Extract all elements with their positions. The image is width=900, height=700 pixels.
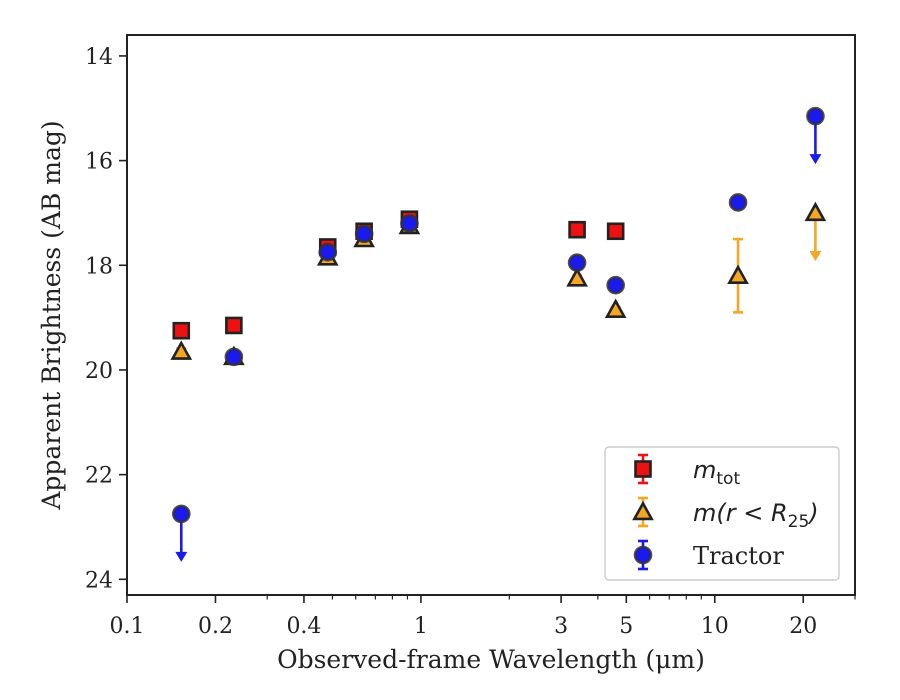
marker-circle bbox=[400, 214, 419, 233]
data-point bbox=[727, 237, 749, 314]
data-point bbox=[568, 220, 586, 239]
data-point bbox=[566, 267, 588, 287]
marker-square bbox=[606, 222, 625, 241]
marker-square bbox=[568, 220, 586, 239]
marker-triangle bbox=[632, 500, 654, 521]
marker-circle bbox=[567, 253, 587, 272]
marker-triangle bbox=[804, 201, 827, 222]
marker-circle bbox=[224, 347, 244, 367]
x-tick-label: 0.4 bbox=[286, 614, 321, 639]
data-point bbox=[400, 214, 419, 233]
data-point bbox=[224, 347, 244, 367]
series-square bbox=[172, 210, 625, 340]
marker-triangle bbox=[604, 298, 627, 318]
data-point bbox=[728, 193, 748, 212]
data-point bbox=[225, 316, 243, 335]
x-tick-label: 10 bbox=[701, 614, 729, 639]
x-tick-label: 20 bbox=[789, 614, 817, 639]
data-point bbox=[606, 222, 625, 241]
legend-entry: m(r < R25) bbox=[632, 496, 819, 532]
x-tick-label: 3 bbox=[554, 614, 568, 639]
upper-limit-head bbox=[809, 250, 822, 261]
y-tick-label: 24 bbox=[85, 568, 113, 593]
marker-circle bbox=[318, 242, 338, 262]
y-tick-label: 14 bbox=[85, 45, 113, 70]
marker-circle bbox=[171, 504, 191, 524]
legend: mtot m(r < R25) Tractor bbox=[604, 446, 840, 581]
axes: 0.1 0.2 0.4 1 3 5 10 20 14 16 18 20 22 24 bbox=[85, 34, 856, 639]
legend-entry: mtot bbox=[634, 453, 740, 489]
marker-circle bbox=[633, 545, 653, 565]
data-point bbox=[172, 321, 191, 340]
x-tick-label: 0.1 bbox=[110, 614, 145, 639]
data-point bbox=[606, 275, 625, 295]
x-axis-label: Observed-frame Wavelength (μm) bbox=[277, 645, 705, 674]
marker-circle bbox=[806, 106, 825, 126]
plot-area bbox=[170, 106, 827, 562]
data-point bbox=[354, 224, 374, 244]
marker-circle bbox=[606, 275, 625, 295]
upper-limit-head bbox=[809, 154, 822, 165]
y-tick-label: 18 bbox=[85, 254, 113, 279]
marker-triangle bbox=[170, 340, 193, 360]
data-point bbox=[567, 253, 587, 272]
legend-label: m(r < R25) bbox=[693, 499, 819, 532]
x-tick-label: 0.2 bbox=[198, 614, 233, 639]
y-tick-label: 22 bbox=[85, 464, 113, 489]
marker-circle bbox=[728, 193, 748, 212]
axes-frame bbox=[126, 34, 856, 596]
marker-triangle bbox=[727, 264, 749, 284]
legend-label: Tractor bbox=[693, 542, 784, 570]
x-tick-label: 5 bbox=[619, 614, 633, 639]
x-tick-label: 1 bbox=[414, 614, 428, 639]
series-circle bbox=[171, 106, 825, 562]
upper-limit-head bbox=[175, 551, 188, 562]
legend-entry: Tractor bbox=[633, 539, 784, 571]
marker-square bbox=[634, 460, 652, 478]
data-point bbox=[171, 504, 191, 562]
y-tick-label: 16 bbox=[85, 150, 113, 175]
data-point bbox=[806, 106, 825, 165]
marker-square bbox=[225, 316, 243, 335]
marker-triangle bbox=[566, 267, 588, 287]
data-point bbox=[804, 201, 827, 261]
marker-circle bbox=[354, 224, 374, 244]
y-axis-label: Apparent Brightness (AB mag) bbox=[37, 120, 66, 510]
legend-frame bbox=[604, 446, 840, 581]
series-triangle bbox=[170, 201, 827, 366]
legend-label: mtot bbox=[693, 456, 740, 489]
data-point bbox=[318, 242, 338, 262]
y-tick-label: 20 bbox=[85, 359, 113, 384]
data-point bbox=[170, 340, 193, 360]
data-point bbox=[604, 298, 627, 318]
marker-square bbox=[172, 321, 191, 340]
